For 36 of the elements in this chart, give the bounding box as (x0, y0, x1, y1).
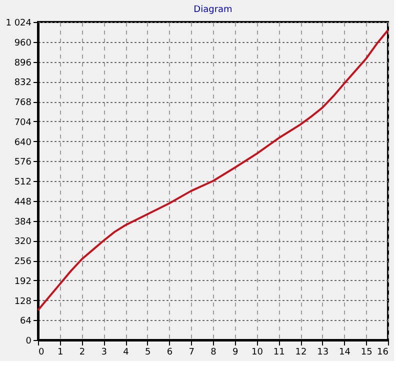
x-tick-label: 3 (101, 348, 107, 358)
y-tick-label: 768 (14, 98, 32, 108)
x-tick-label: 10 (252, 348, 264, 358)
x-tick-label: 0 (38, 348, 44, 358)
y-tick-label: 832 (14, 78, 32, 88)
y-tick-label: 1 024 (6, 18, 32, 28)
x-tick-label: 2 (79, 348, 86, 358)
y-tick-label: 896 (14, 58, 32, 68)
x-tick-label: 9 (232, 348, 239, 358)
y-tick-label: 512 (14, 178, 32, 188)
x-tick-label: 5 (145, 348, 151, 358)
x-tick-label: 6 (166, 348, 173, 358)
line-series (37, 29, 389, 312)
y-tick-label: 320 (14, 237, 32, 248)
y-tick-label: 448 (14, 197, 32, 208)
y-tick-label: 640 (14, 138, 32, 148)
chart-title: Diagram (194, 5, 232, 15)
x-tick-label: 11 (273, 348, 285, 358)
y-tick-label: 384 (14, 217, 32, 228)
x-tick-label: 7 (188, 348, 194, 358)
y-tick-label: 0 (26, 336, 32, 346)
x-tick-label: 13 (317, 348, 329, 358)
y-tick-label: 192 (14, 276, 32, 287)
y-tick-label: 576 (14, 158, 32, 168)
x-tick-label: 15 (360, 348, 372, 358)
x-tick-label: 14 (339, 348, 351, 358)
y-tick-label: 64 (20, 316, 32, 327)
x-tick-label: 16 (377, 348, 389, 358)
y-tick-label: 128 (14, 296, 32, 307)
y-tick-label: 704 (14, 118, 32, 128)
x-tick-label: 12 (295, 348, 307, 358)
x-tick-label: 4 (123, 348, 130, 358)
x-tick-label: 8 (210, 348, 217, 358)
x-tick-label: 1 (58, 348, 64, 358)
y-tick-label: 960 (14, 38, 32, 48)
y-tick-label: 256 (14, 257, 32, 267)
